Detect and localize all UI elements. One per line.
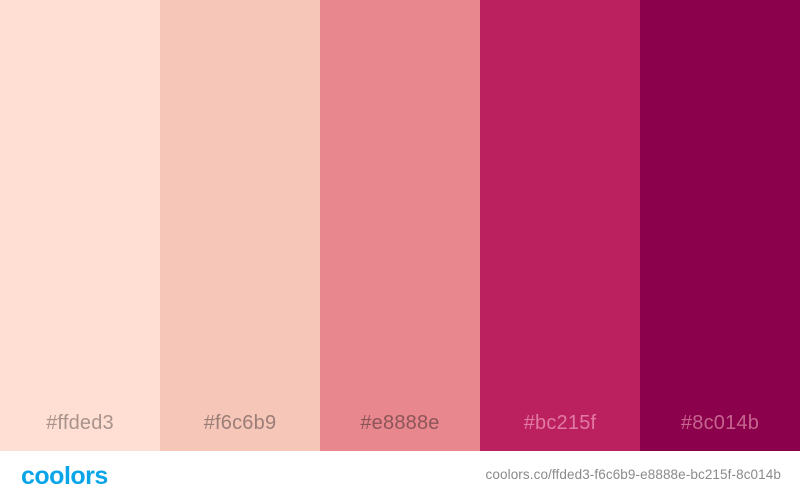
- coolors-logo[interactable]: coolors: [21, 462, 108, 490]
- swatch-3-hex-label: #e8888e: [360, 412, 440, 434]
- palette-url[interactable]: coolors.co/ffded3-f6c6b9-e8888e-bc215f-8…: [485, 467, 781, 482]
- swatch-5-hex-label: #8c014b: [680, 412, 760, 434]
- swatch-2-hex-label: #f6c6b9: [203, 412, 277, 434]
- swatch-2[interactable]: #f6c6b9: [160, 0, 320, 451]
- footer: coolors coolors.co/ffded3-f6c6b9-e8888e-…: [0, 451, 800, 500]
- swatch-4-hex-label: #bc215f: [523, 412, 597, 434]
- palette: #ffded3 #f6c6b9 #e8888e #bc215f #8c014b: [0, 0, 800, 451]
- swatch-1[interactable]: #ffded3: [0, 0, 160, 451]
- swatch-5[interactable]: #8c014b: [640, 0, 800, 451]
- swatch-4[interactable]: #bc215f: [480, 0, 640, 451]
- swatch-3[interactable]: #e8888e: [320, 0, 480, 451]
- swatch-1-hex-label: #ffded3: [46, 412, 114, 434]
